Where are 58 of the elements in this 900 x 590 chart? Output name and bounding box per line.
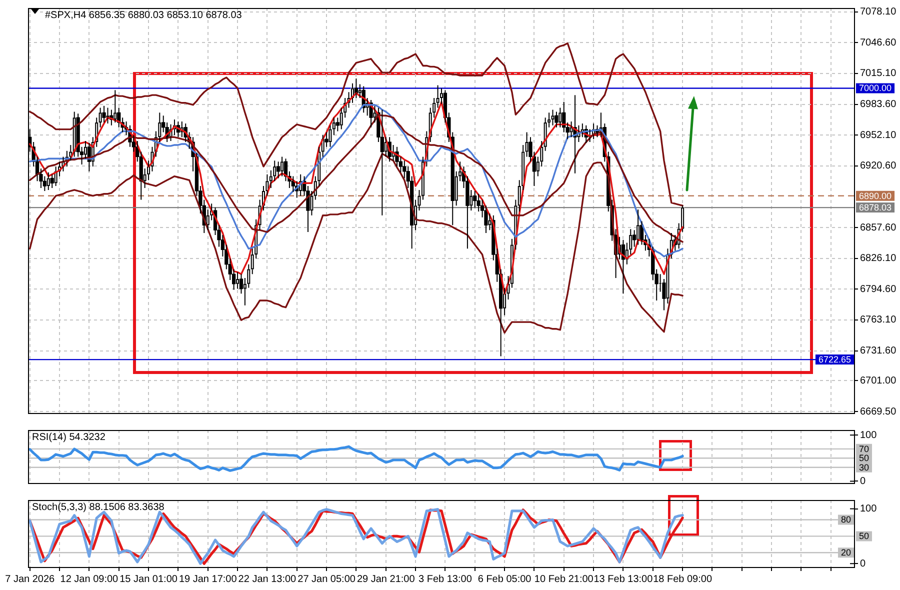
candlestick xyxy=(554,111,558,128)
candlestick xyxy=(72,111,76,158)
x-tick-label: 7 Jan 2026 xyxy=(5,574,56,585)
ref-line-label: 6878.03 xyxy=(859,202,892,213)
y-tick-label: 0 xyxy=(860,558,866,570)
candlestick xyxy=(551,109,554,126)
x-tick-label: 22 Jan 13:00 xyxy=(238,574,297,585)
candlestick xyxy=(113,90,117,123)
y-tick-label: 6794.60 xyxy=(860,284,897,295)
candlestick xyxy=(384,136,388,158)
y-tick-label: 0 xyxy=(860,476,866,487)
x-tick-label: 3 Feb 13:00 xyxy=(418,574,472,585)
y-tick-label: 6826.10 xyxy=(860,253,897,264)
x-tick-label: 10 Feb 21:00 xyxy=(534,574,594,585)
x-tick-label: 13 Feb 13:00 xyxy=(594,574,654,585)
chart-title: #SPX,H4 6856.35 6880.03 6853.10 6878.03 xyxy=(45,10,242,21)
y-tick-label: 6763.10 xyxy=(860,314,897,326)
ref-line-label: 80 xyxy=(840,514,852,525)
ref-line-label: 30 xyxy=(859,462,870,472)
chart-title: RSI(14) 54.3232 xyxy=(32,432,106,443)
y-tick-label: 7046.60 xyxy=(860,37,897,48)
ref-line-label: 6890.00 xyxy=(859,190,892,201)
y-tick-label: 6669.50 xyxy=(860,406,897,418)
ref-line-label: 6722.65 xyxy=(818,354,852,365)
candlestick xyxy=(473,190,477,208)
ref-line-label: 20 xyxy=(840,548,852,558)
y-tick-label: 6701.00 xyxy=(860,375,897,386)
ref-line-label: 7000.00 xyxy=(859,83,892,94)
x-tick-label: 27 Jan 05:00 xyxy=(298,574,356,585)
y-tick-label: 6952.10 xyxy=(860,130,897,141)
y-tick-label: 100 xyxy=(860,430,878,441)
x-tick-label: 29 Jan 21:00 xyxy=(356,574,416,585)
y-tick-label: 7015.10 xyxy=(860,68,897,80)
ref-line-label: 70 xyxy=(859,444,870,454)
candlestick xyxy=(236,272,240,290)
candlestick xyxy=(569,120,574,138)
y-tick-label: 6983.60 xyxy=(860,99,897,110)
candlestick xyxy=(636,209,640,246)
y-tick-label: 7078.10 xyxy=(860,6,897,18)
y-tick-label: 6920.60 xyxy=(860,160,897,172)
x-tick-label: 19 Jan 17:00 xyxy=(178,574,238,585)
candlestick xyxy=(280,156,284,177)
x-tick-label: 18 Feb 09:00 xyxy=(653,574,712,585)
candlestick xyxy=(54,166,58,187)
ref-line-label: 50 xyxy=(859,453,870,464)
candlestick xyxy=(380,109,384,216)
candlestick xyxy=(354,78,358,99)
ref-line-label: 50 xyxy=(859,531,870,542)
candlestick xyxy=(46,172,50,190)
candlestick xyxy=(102,105,106,123)
candlestick xyxy=(558,107,562,128)
x-tick-label: 6 Feb 05:00 xyxy=(478,574,532,585)
y-tick-label: 100 xyxy=(860,504,878,515)
x-tick-label: 12 Jan 09:00 xyxy=(60,574,119,585)
y-tick-label: 6857.60 xyxy=(860,222,897,234)
chart-title: Stoch(5,3,3) 88.1506 83.3638 xyxy=(32,502,165,513)
x-tick-label: 15 Jan 01:00 xyxy=(120,574,178,585)
y-tick-label: 6731.60 xyxy=(860,346,897,357)
